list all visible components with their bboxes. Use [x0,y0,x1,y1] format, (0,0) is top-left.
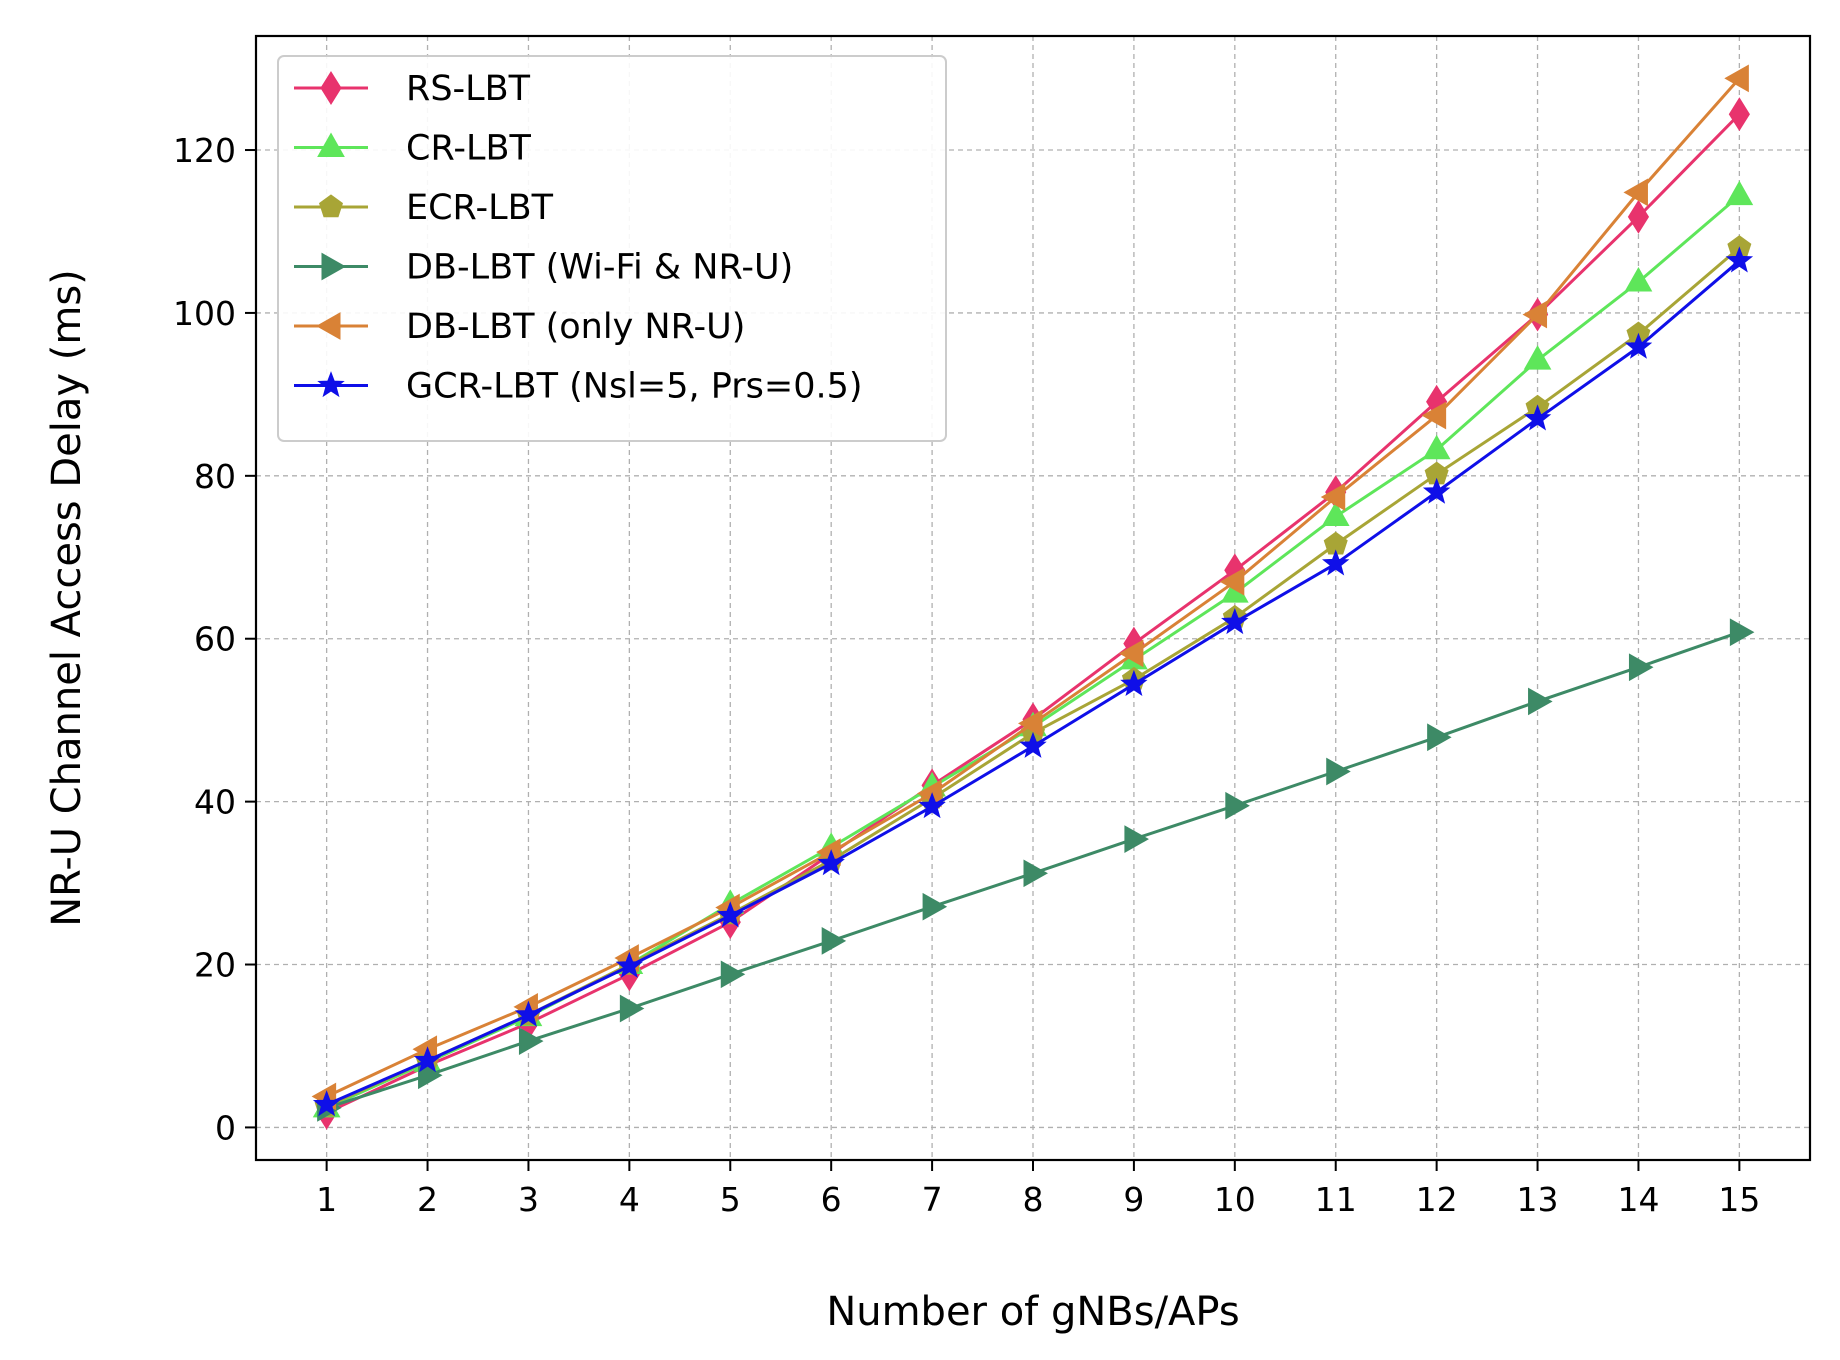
data-point [1728,97,1750,132]
data-point [1118,639,1144,668]
data-point [922,892,948,921]
y-tick-label: 120 [173,131,236,170]
x-tick-label: 15 [1718,1180,1760,1219]
data-point [1627,199,1650,234]
data-point [1221,608,1249,635]
data-point [1017,709,1043,738]
y-tick-label: 40 [194,783,236,822]
data-point [1320,483,1346,511]
data-point [1422,477,1451,504]
data-point [1725,180,1754,206]
legend-item: ECR-LBT [294,188,554,228]
data-point [1124,825,1149,853]
data-point [1019,731,1047,758]
data-point [817,849,845,876]
legend-item: RS-LBT [294,69,531,109]
x-tick-label: 8 [1023,1180,1044,1219]
data-point [720,960,746,989]
data-point [1219,567,1245,596]
x-tick-label: 2 [417,1180,438,1219]
data-point [1729,618,1755,647]
data-point [1023,859,1049,888]
y-tick-label: 80 [194,457,236,496]
data-point [1421,401,1447,430]
x-tick-label: 6 [821,1180,842,1219]
data-point [1624,266,1653,292]
legend-marker [319,194,343,218]
data-point [1624,332,1653,359]
legend-box [277,55,947,442]
x-tick-label: 11 [1315,1180,1357,1219]
data-point [918,792,946,819]
data-point [518,1027,544,1055]
legend-label: GCR-LBT (Nsl=5, Prs=0.5) [406,367,863,407]
legend-item: GCR-LBT (Nsl=5, Prs=0.5) [294,367,863,407]
data-point [821,927,847,955]
legend-marker [317,371,345,398]
x-tick-label: 5 [720,1180,741,1219]
y-tick-label: 100 [173,294,236,333]
data-point [1623,178,1648,207]
x-tick-label: 7 [922,1180,943,1219]
legend-item: CR-LBT [294,129,531,169]
legend-label: RS-LBT [406,69,531,109]
data-point [1120,669,1148,697]
data-point [1528,687,1553,716]
legend-label: DB-LBT (only NR-U) [406,307,745,347]
y-tick-label: 60 [194,620,236,659]
data-point [1326,757,1351,786]
data-point [1724,64,1749,93]
data-point [1725,246,1754,273]
y-tick-label: 20 [194,946,236,985]
data-point [1523,404,1552,431]
data-point [1523,345,1552,370]
legend-label: ECR-LBT [406,188,554,228]
legend-marker [320,71,342,105]
grid [256,36,1810,1160]
series-6 [312,246,1754,1117]
legend: RS-LBT CR-LBT ECR-LBT DB-LBT (Wi-Fi & NR-U)… [277,55,947,442]
data-point [1321,501,1350,527]
data-point [619,994,645,1023]
data-point [1322,549,1350,576]
x-tick-label: 1 [316,1180,337,1219]
x-axis-title: Number of gNBs/APs [826,1289,1239,1335]
data-point [716,901,744,928]
data-point [1422,434,1451,460]
legend-label: DB-LBT (Wi-Fi & NR-U) [406,248,793,288]
y-tick-label: 0 [215,1108,236,1147]
legend-item: DB-LBT (only NR-U) [294,307,745,347]
x-tick-label: 4 [619,1180,640,1219]
data-point [1628,653,1654,682]
legend-marker [317,132,345,157]
series-4 [317,618,1755,1122]
data-point [1225,791,1250,820]
data-point [1522,300,1548,329]
y-axis-title: NR-U Channel Access Delay (ms) [44,269,90,927]
x-tick-label: 13 [1517,1180,1559,1219]
data-point [1427,723,1452,752]
series-group [311,64,1755,1130]
x-tick-label: 9 [1123,1180,1144,1219]
data-point [413,1046,442,1073]
legend-item: DB-LBT (Wi-Fi & NR-U) [294,248,793,288]
data-point [615,951,644,978]
legend-marker [321,252,347,281]
legend-label: CR-LBT [406,129,531,169]
data-point [514,1000,543,1027]
x-tick-label: 12 [1416,1180,1458,1219]
legend-marker [315,312,341,340]
x-tick-label: 3 [518,1180,539,1219]
x-tick-label: 14 [1617,1180,1659,1219]
x-tick-label: 10 [1214,1180,1256,1219]
data-point [312,1090,341,1117]
